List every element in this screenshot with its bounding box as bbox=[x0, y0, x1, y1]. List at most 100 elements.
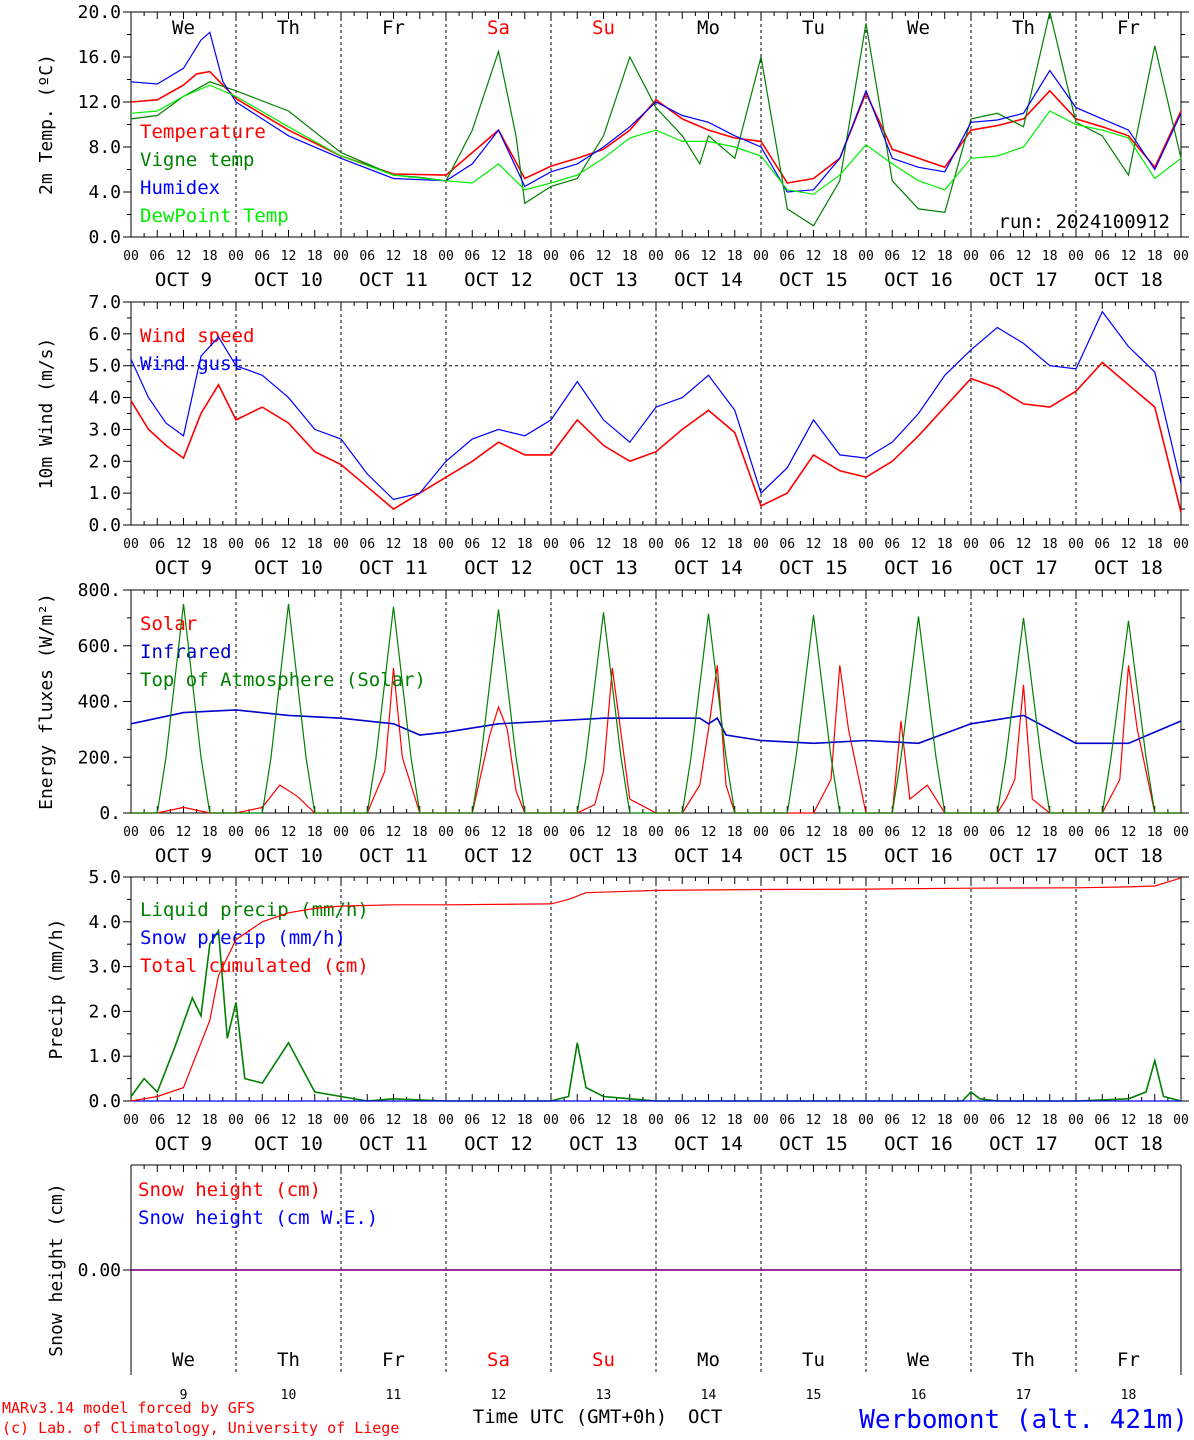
hour-tick-label: 12 bbox=[1121, 825, 1137, 840]
y-tick-label: 6.0 bbox=[88, 324, 121, 345]
day-number-label: 9 bbox=[180, 1388, 188, 1403]
hour-tick-label: 06 bbox=[674, 825, 690, 840]
hour-tick-label: 12 bbox=[911, 1113, 927, 1128]
y-tick-label: 5.0 bbox=[88, 867, 121, 888]
hour-tick-label: 06 bbox=[989, 537, 1005, 552]
hour-tick-label: 18 bbox=[1042, 537, 1058, 552]
hour-tick-label: 06 bbox=[884, 537, 900, 552]
hour-tick-label: 06 bbox=[779, 537, 795, 552]
legend-entry: DewPoint Temp bbox=[140, 205, 289, 227]
date-label: OCT 16 bbox=[884, 557, 953, 579]
hour-tick-label: 06 bbox=[674, 249, 690, 264]
y-tick-label: 3.0 bbox=[88, 419, 121, 440]
hour-tick-label: 00 bbox=[648, 537, 664, 552]
y-tick-label: 4.0 bbox=[88, 182, 121, 203]
date-label: OCT 9 bbox=[155, 1133, 212, 1155]
x-axis-month: OCT bbox=[688, 1406, 722, 1428]
day-number-label: 12 bbox=[491, 1388, 507, 1403]
y-tick-label: 800. bbox=[78, 580, 121, 601]
hour-tick-label: 12 bbox=[386, 249, 402, 264]
hour-tick-label: 18 bbox=[1147, 249, 1163, 264]
date-label: OCT 12 bbox=[464, 557, 533, 579]
hour-tick-label: 18 bbox=[937, 1113, 953, 1128]
hour-tick-label: 00 bbox=[438, 537, 454, 552]
hour-tick-label: 00 bbox=[123, 825, 139, 840]
hour-tick-label: 18 bbox=[307, 537, 323, 552]
hour-tick-label: 18 bbox=[1042, 825, 1058, 840]
day-number-label: 10 bbox=[281, 1388, 297, 1403]
legend-entry: Snow height (cm W.E.) bbox=[138, 1207, 378, 1229]
day-number-label: 15 bbox=[806, 1388, 822, 1403]
day-number-label: 11 bbox=[386, 1388, 402, 1403]
series-line-vigne-temp bbox=[130, 11, 1182, 227]
date-label: OCT 9 bbox=[155, 557, 212, 579]
weekday-label: Th bbox=[1012, 1349, 1035, 1371]
weekday-label: Th bbox=[1012, 17, 1035, 39]
date-label: OCT 10 bbox=[254, 1133, 323, 1155]
weekday-label: Sa bbox=[487, 1349, 510, 1371]
y-tick-label: 5.0 bbox=[88, 356, 121, 377]
series-line-top-of-atmosphere-solar- bbox=[131, 603, 1181, 814]
date-label: OCT 13 bbox=[569, 1133, 638, 1155]
hour-tick-label: 00 bbox=[1173, 825, 1189, 840]
hour-tick-label: 12 bbox=[1121, 1113, 1137, 1128]
hour-tick-label: 12 bbox=[281, 825, 297, 840]
hour-tick-label: 06 bbox=[569, 537, 585, 552]
weekday-label: We bbox=[907, 17, 930, 39]
legend-entry: Wind speed bbox=[140, 325, 254, 347]
hour-tick-label: 06 bbox=[989, 825, 1005, 840]
hour-tick-label: 18 bbox=[832, 537, 848, 552]
series-line-humidex bbox=[130, 31, 1182, 193]
date-label: OCT 17 bbox=[989, 269, 1058, 291]
hour-tick-label: 12 bbox=[701, 1113, 717, 1128]
y-tick-label: 200. bbox=[78, 747, 121, 768]
hour-tick-label: 00 bbox=[858, 249, 874, 264]
date-label: OCT 11 bbox=[359, 269, 428, 291]
hour-tick-label: 06 bbox=[149, 537, 165, 552]
legend-entry: Top of Atmosphere (Solar) bbox=[140, 669, 426, 691]
series-line-wind-gust bbox=[130, 310, 1182, 501]
hour-tick-label: 06 bbox=[464, 537, 480, 552]
hour-tick-label: 12 bbox=[491, 825, 507, 840]
date-label: OCT 11 bbox=[359, 845, 428, 867]
day-number-label: 14 bbox=[701, 1388, 717, 1403]
weekday-label: Fr bbox=[1117, 17, 1140, 39]
y-tick-label: 12.0 bbox=[78, 92, 121, 113]
hour-tick-label: 12 bbox=[386, 825, 402, 840]
hour-tick-label: 06 bbox=[569, 825, 585, 840]
legend-entry: Temperature bbox=[140, 121, 266, 143]
hour-tick-label: 06 bbox=[464, 249, 480, 264]
y-tick-label: 0.0 bbox=[88, 1091, 121, 1112]
hour-tick-label: 00 bbox=[333, 1113, 349, 1128]
y-tick-label: 4.0 bbox=[88, 388, 121, 409]
weekday-label: Mo bbox=[697, 1349, 720, 1371]
hour-tick-label: 00 bbox=[333, 249, 349, 264]
hour-tick-label: 18 bbox=[727, 825, 743, 840]
date-label: OCT 11 bbox=[359, 557, 428, 579]
hour-tick-label: 12 bbox=[701, 537, 717, 552]
hour-tick-label: 18 bbox=[622, 1113, 638, 1128]
hour-tick-label: 00 bbox=[543, 537, 559, 552]
legend-entry: Wind gust bbox=[140, 353, 243, 375]
series-line-solar bbox=[131, 665, 1181, 814]
hour-tick-label: 18 bbox=[202, 825, 218, 840]
weekday-label: Fr bbox=[1117, 1349, 1140, 1371]
hour-tick-label: 18 bbox=[622, 537, 638, 552]
hour-tick-label: 06 bbox=[779, 1113, 795, 1128]
hour-tick-label: 12 bbox=[1016, 249, 1032, 264]
hour-tick-label: 00 bbox=[333, 825, 349, 840]
hour-tick-label: 00 bbox=[858, 1113, 874, 1128]
hour-tick-label: 06 bbox=[254, 825, 270, 840]
hour-tick-label: 00 bbox=[753, 825, 769, 840]
date-label: OCT 15 bbox=[779, 269, 848, 291]
y-tick-label: 400. bbox=[78, 692, 121, 713]
y-axis-label: 10m Wind (m/s) bbox=[36, 338, 57, 490]
hour-tick-label: 06 bbox=[464, 1113, 480, 1128]
y-tick-label: 4.0 bbox=[88, 912, 121, 933]
hour-tick-label: 00 bbox=[963, 825, 979, 840]
hour-tick-label: 00 bbox=[963, 1113, 979, 1128]
day-number-label: 17 bbox=[1016, 1388, 1032, 1403]
hour-tick-label: 00 bbox=[1068, 1113, 1084, 1128]
date-label: OCT 11 bbox=[359, 1133, 428, 1155]
